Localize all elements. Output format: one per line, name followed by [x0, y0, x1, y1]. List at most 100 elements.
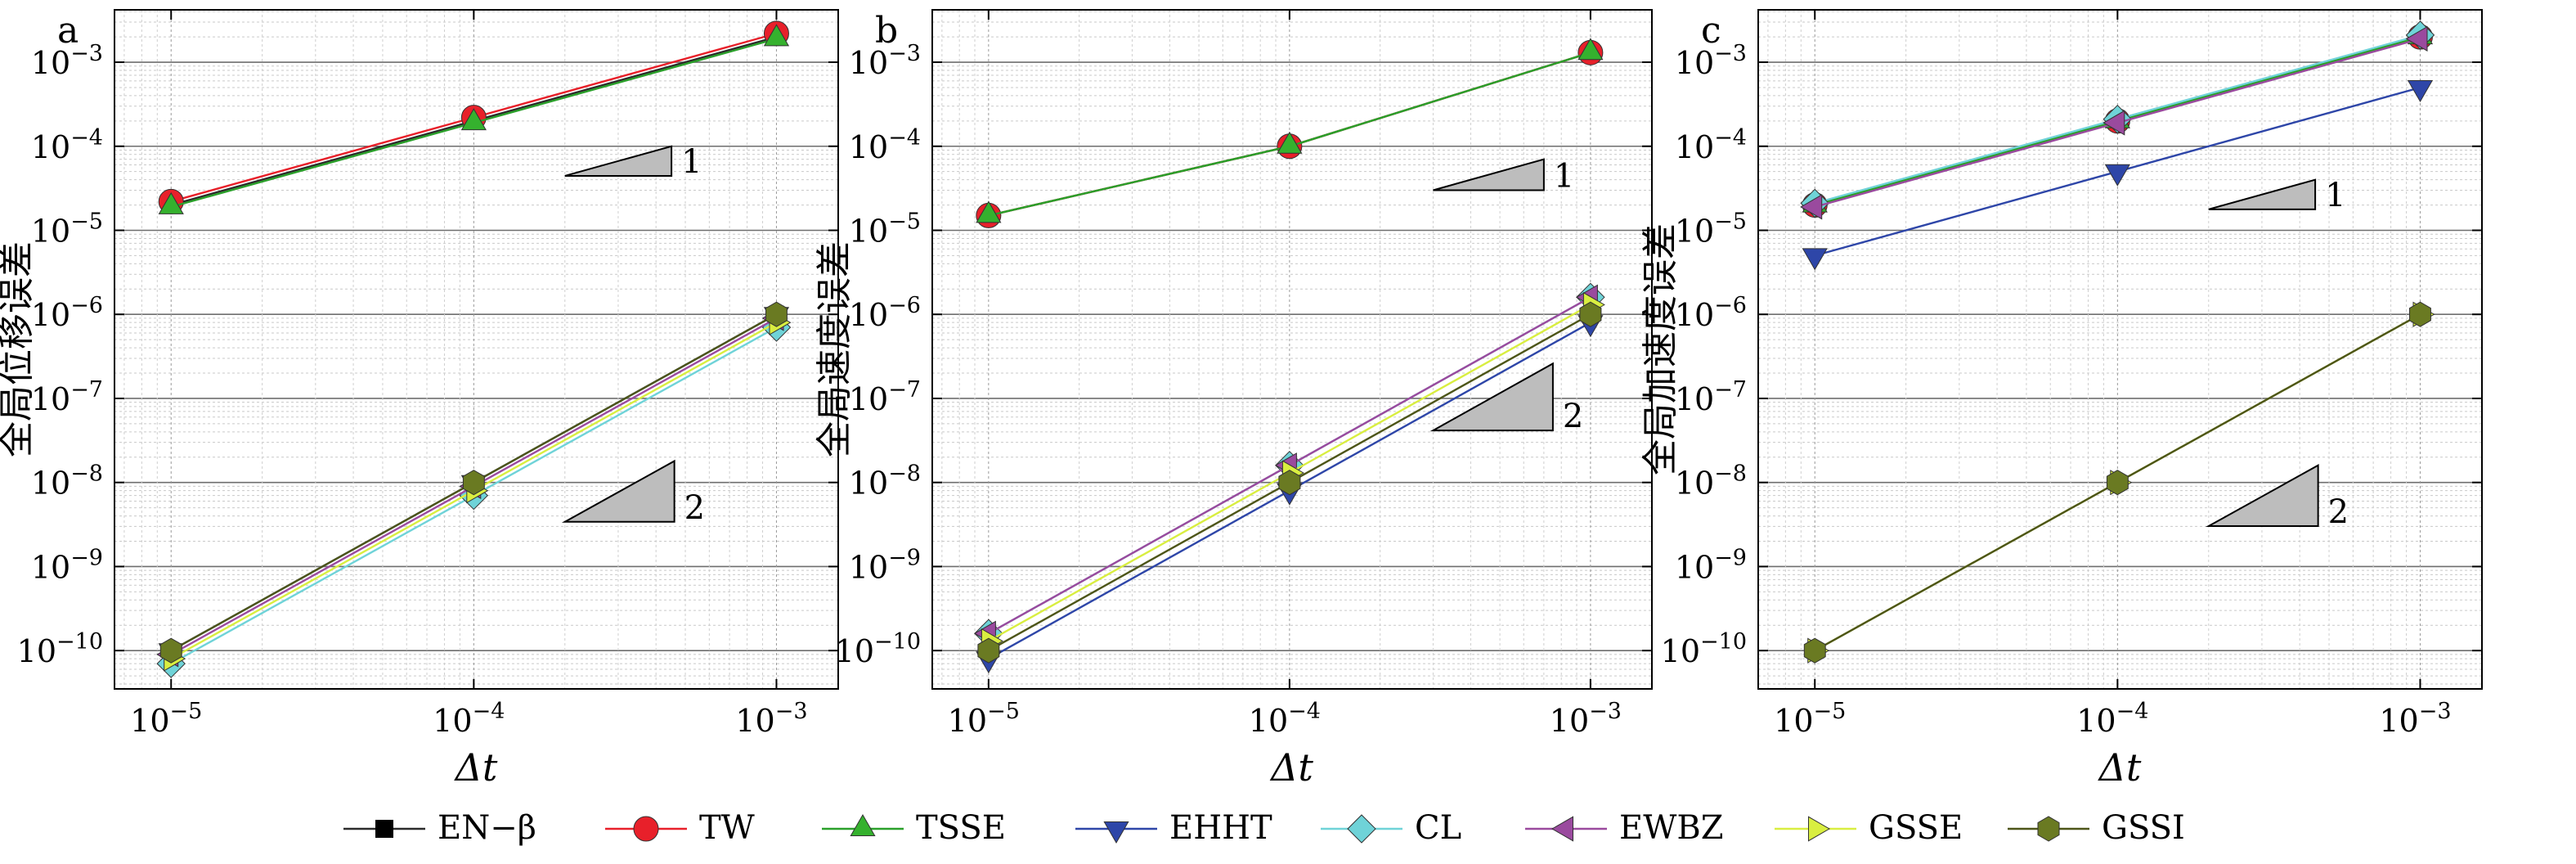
legend-label: CL: [1415, 809, 1461, 847]
legend-item: EWBZ: [1525, 809, 1724, 847]
y-tick-exponent: −9: [1714, 545, 1747, 570]
data-point: [462, 470, 485, 496]
slope-triangle: [1429, 362, 1554, 432]
x-axis-label: Δt: [2098, 745, 2142, 790]
axes-frame: [1757, 9, 2483, 690]
series-gssi: [159, 301, 788, 664]
legend-label: GSSI: [2102, 809, 2185, 847]
x-tick-exponent: −3: [2419, 699, 2452, 724]
series-tsse: [158, 24, 790, 214]
legend-marker: [1808, 816, 1831, 842]
slope-label: 2: [684, 489, 705, 527]
data-point: [1579, 301, 1602, 327]
data-point: [1277, 131, 1303, 154]
y-axis-label: 全局速度误差: [814, 241, 855, 457]
y-tick-label: 10−4: [849, 125, 921, 165]
slope-triangle: [564, 145, 673, 177]
y-tick-exponent: −10: [1700, 629, 1747, 655]
legend-marker: [633, 816, 659, 842]
legend-item: CL: [1321, 809, 1461, 847]
x-tick-label: 10−5: [948, 699, 1020, 739]
y-tick-exponent: −8: [70, 461, 103, 487]
legend-label: EN−β: [438, 809, 536, 847]
legend-marker: [1551, 816, 1573, 842]
x-tick-exponent: −3: [775, 699, 808, 724]
y-tick-label: 10−8: [849, 461, 921, 502]
legend-label: EHHT: [1169, 809, 1272, 847]
grid: [1758, 10, 2482, 689]
y-tick-label: 10−10: [17, 629, 103, 669]
legend-marker: [1347, 814, 1376, 844]
slope-triangle: [561, 459, 675, 523]
slope-triangle: [2208, 178, 2317, 210]
y-tick-exponent: −3: [1714, 41, 1747, 66]
legend-marker: [2037, 816, 2060, 842]
plot-area: [932, 10, 1652, 689]
legend-item: GSSI: [2008, 809, 2185, 847]
grid: [932, 10, 1652, 689]
data-point: [460, 108, 487, 131]
x-tick-exponent: −4: [1288, 699, 1321, 724]
y-tick-exponent: −3: [70, 41, 103, 66]
y-tick-exponent: −3: [888, 41, 921, 66]
y-axis-label: 全局加速度误差: [1640, 223, 1681, 475]
y-axis-label: 全局位移误差: [0, 241, 38, 457]
y-tick-label: 10−9: [31, 545, 103, 585]
data-point: [1278, 470, 1301, 496]
y-tick-exponent: −5: [888, 209, 921, 234]
legend-label: GSSE: [1869, 809, 1963, 847]
data-point: [159, 637, 182, 664]
series-gssi: [1803, 301, 2431, 664]
legend: EN−β TW TSSE EHHT CL EWBZ GSSE GSSI: [343, 809, 2185, 847]
series-ehht: [1802, 80, 2434, 271]
y-tick-label: 10−5: [1675, 209, 1747, 249]
x-tick-exponent: −4: [473, 699, 505, 724]
y-tick-label: 10−9: [849, 545, 921, 585]
legend-label: EWBZ: [1619, 809, 1724, 847]
x-tick-label: 10−5: [1774, 699, 1846, 739]
data-point: [158, 191, 184, 214]
y-tick-label: 10−6: [31, 293, 103, 333]
x-tick-exponent: −5: [987, 699, 1020, 724]
slope-label: 1: [1554, 157, 1574, 195]
data-point: [977, 637, 1000, 664]
y-tick-label: 10−8: [1675, 461, 1747, 502]
y-tick-exponent: −9: [888, 545, 921, 570]
y-tick-exponent: −5: [70, 209, 103, 234]
y-tick-label: 10−6: [1675, 293, 1747, 333]
x-tick-label: 10−3: [1550, 699, 1622, 739]
data-point: [2106, 470, 2129, 496]
y-tick-label: 10−3: [1675, 41, 1747, 81]
slope-triangle: [1433, 158, 1545, 191]
y-tick-label: 10−7: [31, 377, 103, 417]
y-tick-exponent: −10: [56, 629, 103, 655]
y-tick-label: 10−6: [849, 293, 921, 333]
slope-label: 1: [681, 143, 702, 181]
panel-label: c: [1701, 10, 1721, 52]
data-point: [2103, 110, 2125, 136]
series-gssi: [977, 301, 1602, 664]
slope-triangle: [2205, 464, 2319, 528]
legend-marker: [1103, 821, 1129, 844]
x-tick-exponent: −5: [1814, 699, 1847, 724]
data-point: [2104, 164, 2130, 187]
data-point: [1803, 637, 1826, 664]
series-tsse: [976, 38, 1604, 223]
y-tick-exponent: −5: [1714, 209, 1747, 234]
x-tick-exponent: −4: [2116, 699, 2149, 724]
y-tick-label: 10−7: [1675, 377, 1747, 417]
x-tick-label: 10−5: [130, 699, 202, 739]
y-tick-label: 10−8: [31, 461, 103, 502]
legend-item: EHHT: [1075, 809, 1272, 847]
x-tick-exponent: −5: [170, 699, 203, 724]
y-tick-exponent: −4: [70, 125, 103, 151]
x-axis-label: Δt: [454, 745, 498, 790]
y-tick-exponent: −7: [888, 377, 921, 403]
legend-item: TSSE: [822, 809, 1006, 847]
slope-label: 2: [1563, 398, 1583, 435]
axes-frame: [931, 9, 1653, 690]
panel-label: a: [57, 10, 79, 52]
data-point: [2405, 25, 2428, 52]
grid: [114, 10, 838, 689]
y-tick-exponent: −9: [70, 545, 103, 570]
